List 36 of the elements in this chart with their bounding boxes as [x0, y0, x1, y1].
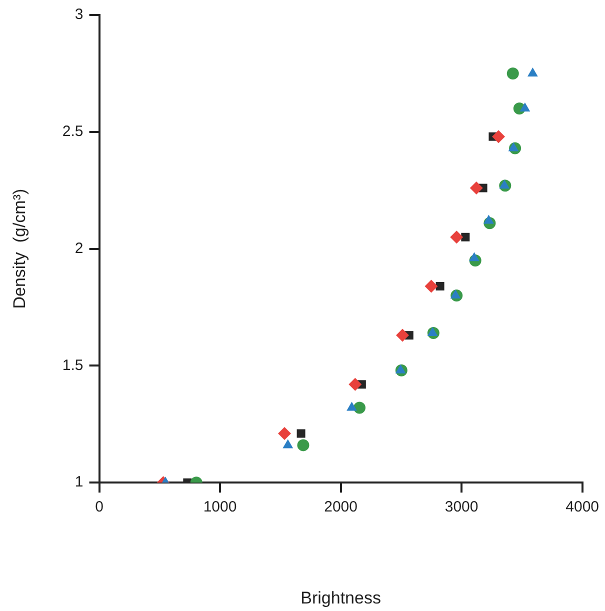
point	[348, 378, 362, 391]
point	[296, 429, 306, 438]
y-tick-label: 2	[74, 240, 84, 257]
x-tick-label: 1000	[203, 498, 237, 516]
point	[282, 439, 294, 448]
x-tick-label: 3000	[444, 498, 478, 516]
point	[354, 402, 366, 414]
y-tick-label: 3	[74, 6, 84, 24]
point	[520, 102, 530, 112]
point	[470, 182, 483, 195]
x-tick-label: 0	[95, 498, 104, 516]
point	[508, 142, 519, 152]
point	[469, 252, 480, 262]
point	[436, 282, 444, 290]
y-tick-label: 1.5	[62, 356, 84, 374]
point	[346, 402, 357, 411]
point	[427, 326, 438, 336]
point	[396, 328, 409, 342]
y-tick-label: 1	[74, 474, 84, 491]
y-tick-label: 2.5	[62, 123, 84, 140]
point	[450, 230, 464, 244]
point	[297, 439, 310, 452]
point	[506, 67, 519, 80]
x-tick-label: 4000	[566, 498, 600, 516]
x-tick-label: 2000	[324, 498, 358, 516]
point	[278, 427, 292, 440]
y-axis-title: Density (g/cm³)	[10, 188, 29, 309]
point	[527, 67, 538, 76]
point	[424, 280, 438, 293]
point	[499, 180, 510, 189]
point	[461, 232, 470, 242]
point	[450, 290, 461, 299]
point	[395, 364, 406, 374]
point	[484, 214, 494, 224]
x-axis-title: Brightness	[300, 588, 381, 608]
point	[492, 130, 506, 144]
